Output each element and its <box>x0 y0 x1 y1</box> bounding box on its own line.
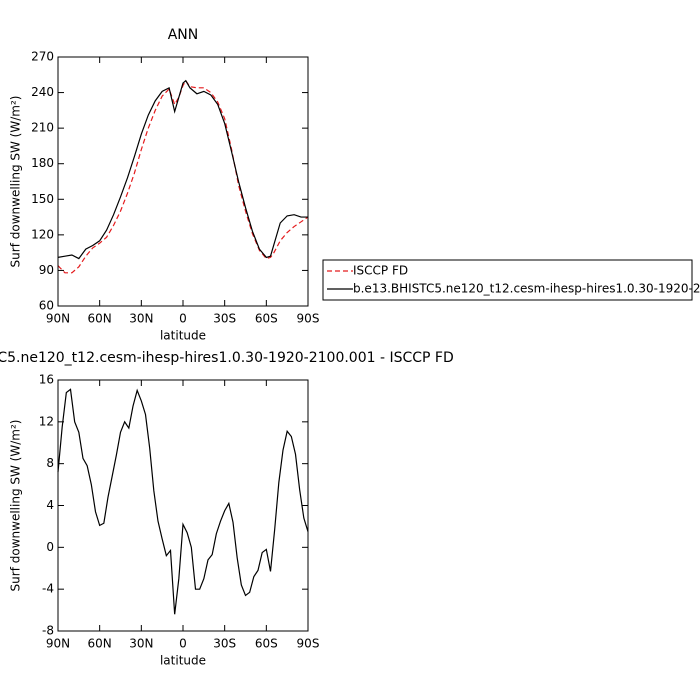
y-tick-label: 210 <box>31 121 54 135</box>
x-tick-label: 30N <box>129 312 153 326</box>
x-tick-label: 30S <box>213 637 236 651</box>
x-tick-label: 90N <box>46 637 70 651</box>
y-tick-label: 0 <box>46 540 54 554</box>
legend-label: ISCCP FD <box>353 264 408 278</box>
x-tick-label: 60S <box>255 637 278 651</box>
x-tick-label: 60N <box>88 312 112 326</box>
y-tick-label: -8 <box>42 624 54 638</box>
y-tick-label: 16 <box>39 373 54 387</box>
legend-label: b.e13.BHISTC5.ne120_t12.cesm-ihesp-hires… <box>353 282 700 296</box>
x-tick-label: 60S <box>255 312 278 326</box>
chart-title: ANN <box>168 27 199 43</box>
y-tick-label: 4 <box>46 498 54 512</box>
plot-frame <box>57 379 309 632</box>
series-line <box>57 79 309 274</box>
y-tick-label: 240 <box>31 85 54 99</box>
y-tick-label: 180 <box>31 156 54 170</box>
y-tick-label: 90 <box>39 263 54 277</box>
y-tick-label: -4 <box>42 582 54 596</box>
x-tick-label: 30N <box>129 637 153 651</box>
y-tick-label: 150 <box>31 192 54 206</box>
y-tick-label: 60 <box>39 299 54 313</box>
x-axis-label: latitude <box>160 329 206 343</box>
x-tick-label: 30S <box>213 312 236 326</box>
y-tick-label: 120 <box>31 227 54 241</box>
x-tick-label: 0 <box>179 637 187 651</box>
x-tick-label: 0 <box>179 312 187 326</box>
legend-box <box>322 259 693 301</box>
y-axis-label: Surf downwelling SW (W/m²) <box>9 420 23 592</box>
y-tick-label: 12 <box>39 414 54 428</box>
y-axis-label: Surf downwelling SW (W/m²) <box>9 96 23 268</box>
chart-title: b.e13.BHISTC5.ne120_t12.cesm-ihesp-hires… <box>0 350 454 366</box>
plot-frame <box>57 56 309 307</box>
x-tick-label: 90S <box>297 637 320 651</box>
x-tick-label: 90N <box>46 312 70 326</box>
y-tick-label: 8 <box>46 456 54 470</box>
series-line <box>57 388 309 615</box>
series-line <box>57 79 308 260</box>
y-tick-label: 270 <box>31 50 54 64</box>
x-tick-label: 90S <box>297 312 320 326</box>
x-tick-label: 60N <box>88 637 112 651</box>
x-axis-label: latitude <box>160 654 206 668</box>
